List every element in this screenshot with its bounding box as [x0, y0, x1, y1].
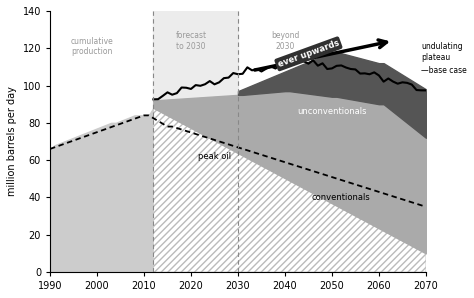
Text: unconventionals: unconventionals — [297, 107, 367, 116]
Text: —base case: —base case — [421, 66, 467, 75]
Text: undulating
plateau: undulating plateau — [421, 42, 463, 62]
Text: cumulative
production: cumulative production — [71, 37, 114, 56]
Y-axis label: million barrels per day: million barrels per day — [7, 86, 17, 196]
Text: ever upwards: ever upwards — [276, 38, 340, 69]
Bar — [154, 11, 238, 272]
Text: beyond
2030: beyond 2030 — [271, 32, 299, 51]
Text: peak oil: peak oil — [198, 152, 231, 161]
Text: conventionals: conventionals — [312, 193, 371, 202]
Text: forecast
to 2030: forecast to 2030 — [175, 32, 207, 51]
